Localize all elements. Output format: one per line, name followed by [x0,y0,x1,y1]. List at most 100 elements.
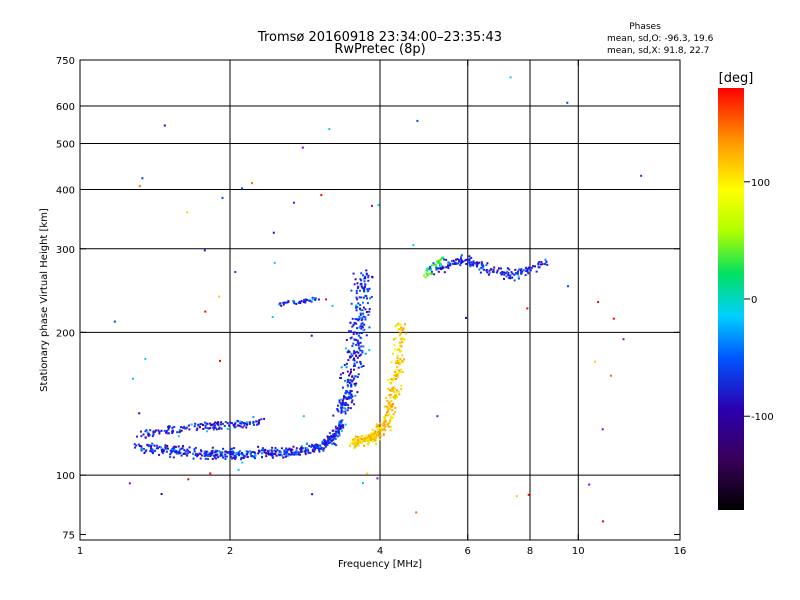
data-point [385,396,388,399]
data-point [367,290,370,292]
data-point [252,424,255,426]
data-point [204,426,207,429]
data-point [330,434,333,437]
data-point [350,442,353,444]
data-point [361,325,364,328]
x-tick-label: 16 [674,546,687,557]
data-point [546,263,549,266]
data-point [271,456,274,459]
data-point [307,451,310,454]
data-point [365,269,368,272]
data-point [274,447,277,449]
data-point [358,332,361,334]
data-point [136,435,138,438]
colorbar-label: [deg] [719,71,754,86]
data-point [399,358,402,361]
data-point [224,421,227,423]
data-point [206,427,209,430]
data-point [138,412,141,415]
data-point [402,337,405,340]
data-point [396,374,399,377]
data-point [258,419,261,422]
data-point [377,425,380,428]
data-point [224,458,227,460]
data-point [400,345,403,348]
data-point [298,301,301,304]
data-point [348,395,351,398]
data-point [525,270,528,272]
data-point [360,279,363,282]
data-point [311,298,314,301]
data-point [311,493,314,496]
data-point [385,405,388,408]
data-point [268,449,271,452]
data-point [158,453,161,456]
data-point [163,124,166,127]
y-tick-label: 75 [62,530,75,541]
data-point [435,265,438,268]
data-point [357,344,360,347]
data-point [313,450,316,453]
data-point [357,341,360,344]
data-point [544,263,547,265]
data-point [358,326,361,329]
data-point [273,261,276,264]
data-point [526,307,529,310]
data-point [155,447,158,450]
data-point [357,334,360,337]
data-point [322,449,325,452]
data-point [367,442,369,445]
data-point [351,354,354,357]
data-point [545,260,548,263]
data-point [496,269,499,272]
data-point [382,433,385,436]
data-point [476,265,478,268]
data-point [361,351,364,354]
data-point [204,424,207,427]
data-point [377,204,380,207]
data-point [355,350,358,353]
data-point [255,423,258,426]
data-point [314,446,317,449]
data-point [402,327,405,330]
colorbar-tick-label: -100 [751,412,774,423]
data-point [353,365,355,367]
data-point [538,261,541,263]
data-point [311,296,314,299]
data-point [401,329,404,332]
data-point [368,326,371,329]
data-point [509,76,512,79]
data-point [188,446,191,449]
data-point [455,262,458,265]
data-point [229,455,232,458]
data-point [480,266,483,269]
data-point [217,421,220,424]
data-point [304,301,307,303]
data-point [270,454,273,457]
data-point [314,448,317,451]
data-point [214,426,217,429]
data-point [332,442,335,445]
data-point [392,416,395,419]
data-point [329,441,332,444]
data-point [376,477,379,480]
data-point [399,344,402,347]
data-point [261,456,263,459]
data-point [222,422,224,425]
data-point [480,261,483,264]
data-point [211,451,214,454]
data-point [350,385,353,388]
data-point [194,422,197,425]
data-point [388,425,390,428]
data-point [332,433,334,436]
colorbar-ticks: 100 0 -100 [744,178,774,423]
data-point [182,426,185,429]
data-point [199,449,202,452]
data-point [323,442,326,445]
data-point [282,456,285,459]
data-point [354,338,356,341]
data-point [372,436,375,439]
data-point [142,447,145,450]
data-point [246,421,249,424]
data-point [342,426,345,429]
